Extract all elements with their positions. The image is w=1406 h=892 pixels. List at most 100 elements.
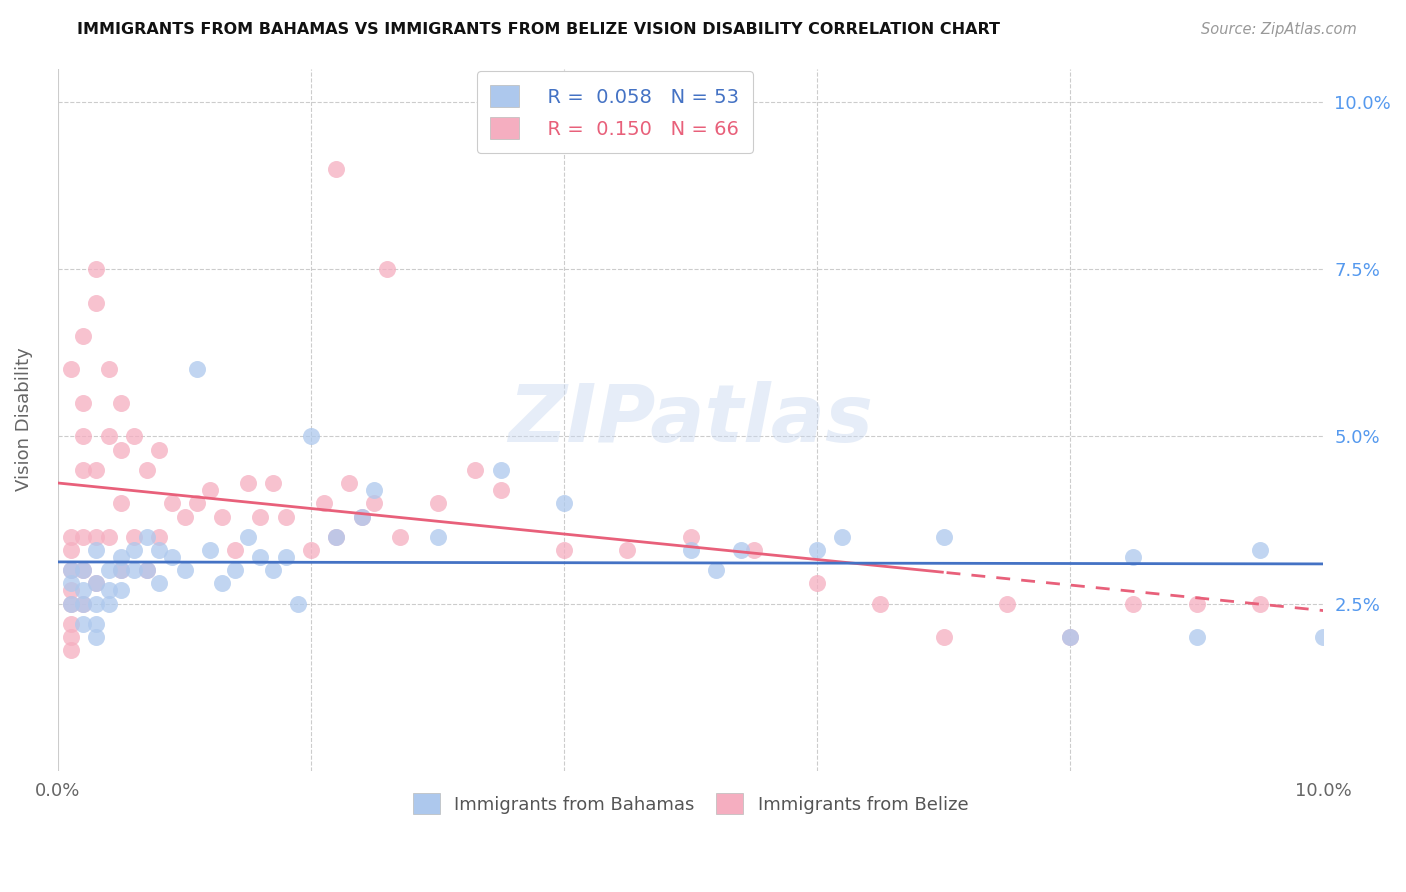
Point	[679, 543, 702, 558]
Point	[262, 476, 284, 491]
Text: Source: ZipAtlas.com: Source: ZipAtlas.com	[1201, 22, 1357, 37]
Point	[72, 429, 94, 443]
Point	[110, 563, 132, 577]
Point	[84, 295, 107, 310]
Point	[1122, 549, 1144, 564]
Point	[806, 576, 828, 591]
Point	[148, 543, 170, 558]
Point	[72, 597, 94, 611]
Point	[72, 563, 94, 577]
Point	[135, 563, 157, 577]
Point	[224, 563, 246, 577]
Point	[59, 576, 82, 591]
Point	[1185, 597, 1208, 611]
Point	[84, 630, 107, 644]
Point	[148, 442, 170, 457]
Point	[122, 543, 145, 558]
Point	[325, 161, 347, 176]
Point	[426, 530, 449, 544]
Point	[806, 543, 828, 558]
Point	[932, 630, 955, 644]
Point	[337, 476, 360, 491]
Point	[97, 597, 120, 611]
Point	[97, 429, 120, 443]
Point	[59, 563, 82, 577]
Point	[59, 362, 82, 376]
Point	[110, 549, 132, 564]
Point	[299, 543, 322, 558]
Point	[135, 530, 157, 544]
Point	[553, 496, 575, 510]
Point	[312, 496, 335, 510]
Point	[742, 543, 765, 558]
Point	[135, 463, 157, 477]
Point	[110, 563, 132, 577]
Point	[59, 583, 82, 598]
Point	[59, 643, 82, 657]
Point	[59, 530, 82, 544]
Point	[135, 563, 157, 577]
Point	[97, 362, 120, 376]
Point	[375, 262, 398, 277]
Point	[122, 530, 145, 544]
Point	[249, 509, 271, 524]
Point	[1059, 630, 1081, 644]
Point	[995, 597, 1018, 611]
Point	[1249, 597, 1271, 611]
Point	[236, 476, 259, 491]
Point	[72, 463, 94, 477]
Point	[72, 530, 94, 544]
Point	[84, 616, 107, 631]
Point	[160, 496, 183, 510]
Point	[299, 429, 322, 443]
Point	[1249, 543, 1271, 558]
Point	[616, 543, 638, 558]
Point	[122, 429, 145, 443]
Point	[122, 563, 145, 577]
Point	[464, 463, 486, 477]
Point	[831, 530, 853, 544]
Point	[173, 563, 195, 577]
Point	[148, 530, 170, 544]
Point	[110, 496, 132, 510]
Point	[72, 583, 94, 598]
Point	[110, 442, 132, 457]
Point	[363, 483, 385, 497]
Point	[72, 616, 94, 631]
Point	[869, 597, 891, 611]
Point	[59, 630, 82, 644]
Point	[553, 543, 575, 558]
Point	[287, 597, 309, 611]
Point	[173, 509, 195, 524]
Point	[489, 483, 512, 497]
Point	[59, 597, 82, 611]
Text: ZIPatlas: ZIPatlas	[508, 381, 873, 458]
Point	[97, 530, 120, 544]
Point	[388, 530, 411, 544]
Point	[1185, 630, 1208, 644]
Point	[932, 530, 955, 544]
Point	[97, 583, 120, 598]
Point	[325, 530, 347, 544]
Point	[186, 496, 208, 510]
Point	[110, 583, 132, 598]
Point	[198, 483, 221, 497]
Point	[704, 563, 727, 577]
Point	[1122, 597, 1144, 611]
Y-axis label: Vision Disability: Vision Disability	[15, 348, 32, 491]
Point	[363, 496, 385, 510]
Point	[426, 496, 449, 510]
Point	[59, 543, 82, 558]
Point	[1059, 630, 1081, 644]
Legend: Immigrants from Bahamas, Immigrants from Belize: Immigrants from Bahamas, Immigrants from…	[402, 782, 979, 825]
Point	[59, 597, 82, 611]
Point	[679, 530, 702, 544]
Point	[110, 396, 132, 410]
Point	[84, 530, 107, 544]
Point	[236, 530, 259, 544]
Point	[262, 563, 284, 577]
Point	[72, 329, 94, 343]
Point	[325, 530, 347, 544]
Point	[160, 549, 183, 564]
Point	[350, 509, 373, 524]
